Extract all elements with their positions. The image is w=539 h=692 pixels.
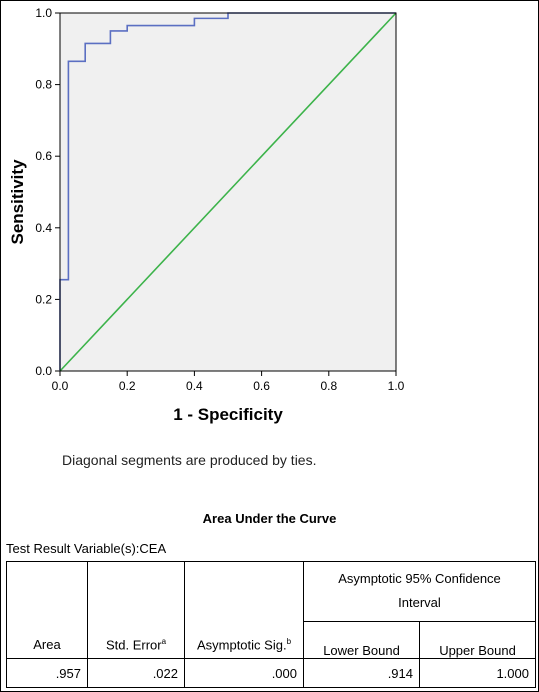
header-area: Area [6,561,88,659]
header-row: Area Std. Errora Asymptotic Sig.b Asympt… [6,561,536,659]
cell-area: .957 [6,658,88,688]
header-asymptotic-sig: Asymptotic Sig.b [184,561,304,659]
y-tick-label: 0.4 [35,221,52,235]
header-upper-bound: Upper Bound [419,620,536,660]
y-axis-label: Sensitivity [8,159,27,245]
header-lower-bound: Lower Bound [303,620,420,660]
roc-chart: 0.0 0.2 0.4 0.6 0.8 1.0 0.0 0.2 0.4 0.6 0.8 1.0 1 -… [8,6,405,424]
plot-border [59,12,397,372]
header-confidence-interval: Asymptotic 95% Confidence Interval [303,561,536,622]
header-std-error: Std. Errora [87,561,185,659]
cell-std-error: .022 [87,658,185,688]
x-tick-label: 0.6 [253,379,270,393]
x-axis-label: 1 - Specificity [173,405,283,424]
ties-note: Diagonal segments are produced by ties. [62,452,317,468]
subheader-row: Lower Bound Upper Bound [7,620,536,660]
y-tick-label: 0.0 [35,364,52,378]
auc-table: Area Std. Errora Asymptotic Sig.b Asympt… [6,561,536,688]
y-tick-label: 0.8 [35,78,52,92]
auc-table-title: Area Under the Curve [202,511,337,526]
table-row: .957 .022 .000 .914 1.000 [6,658,536,688]
y-tick-label: 0.6 [35,149,52,163]
cell-upper-bound: 1.000 [419,658,536,688]
y-tick-label: 0.2 [35,292,52,306]
y-tick-label: 1.0 [35,6,52,20]
x-tick-label: 1.0 [388,379,405,393]
x-tick-label: 0.0 [52,379,69,393]
reference-diagonal-line [59,12,397,372]
x-tick-label: 0.4 [186,379,203,393]
cell-asymptotic-sig: .000 [184,658,304,688]
test-variable-label: Test Result Variable(s):CEA [6,541,167,556]
x-tick-label: 0.8 [320,379,337,393]
roc-curve-line [59,12,396,371]
x-tick-label: 0.2 [119,379,136,393]
cell-lower-bound: .914 [303,658,420,688]
